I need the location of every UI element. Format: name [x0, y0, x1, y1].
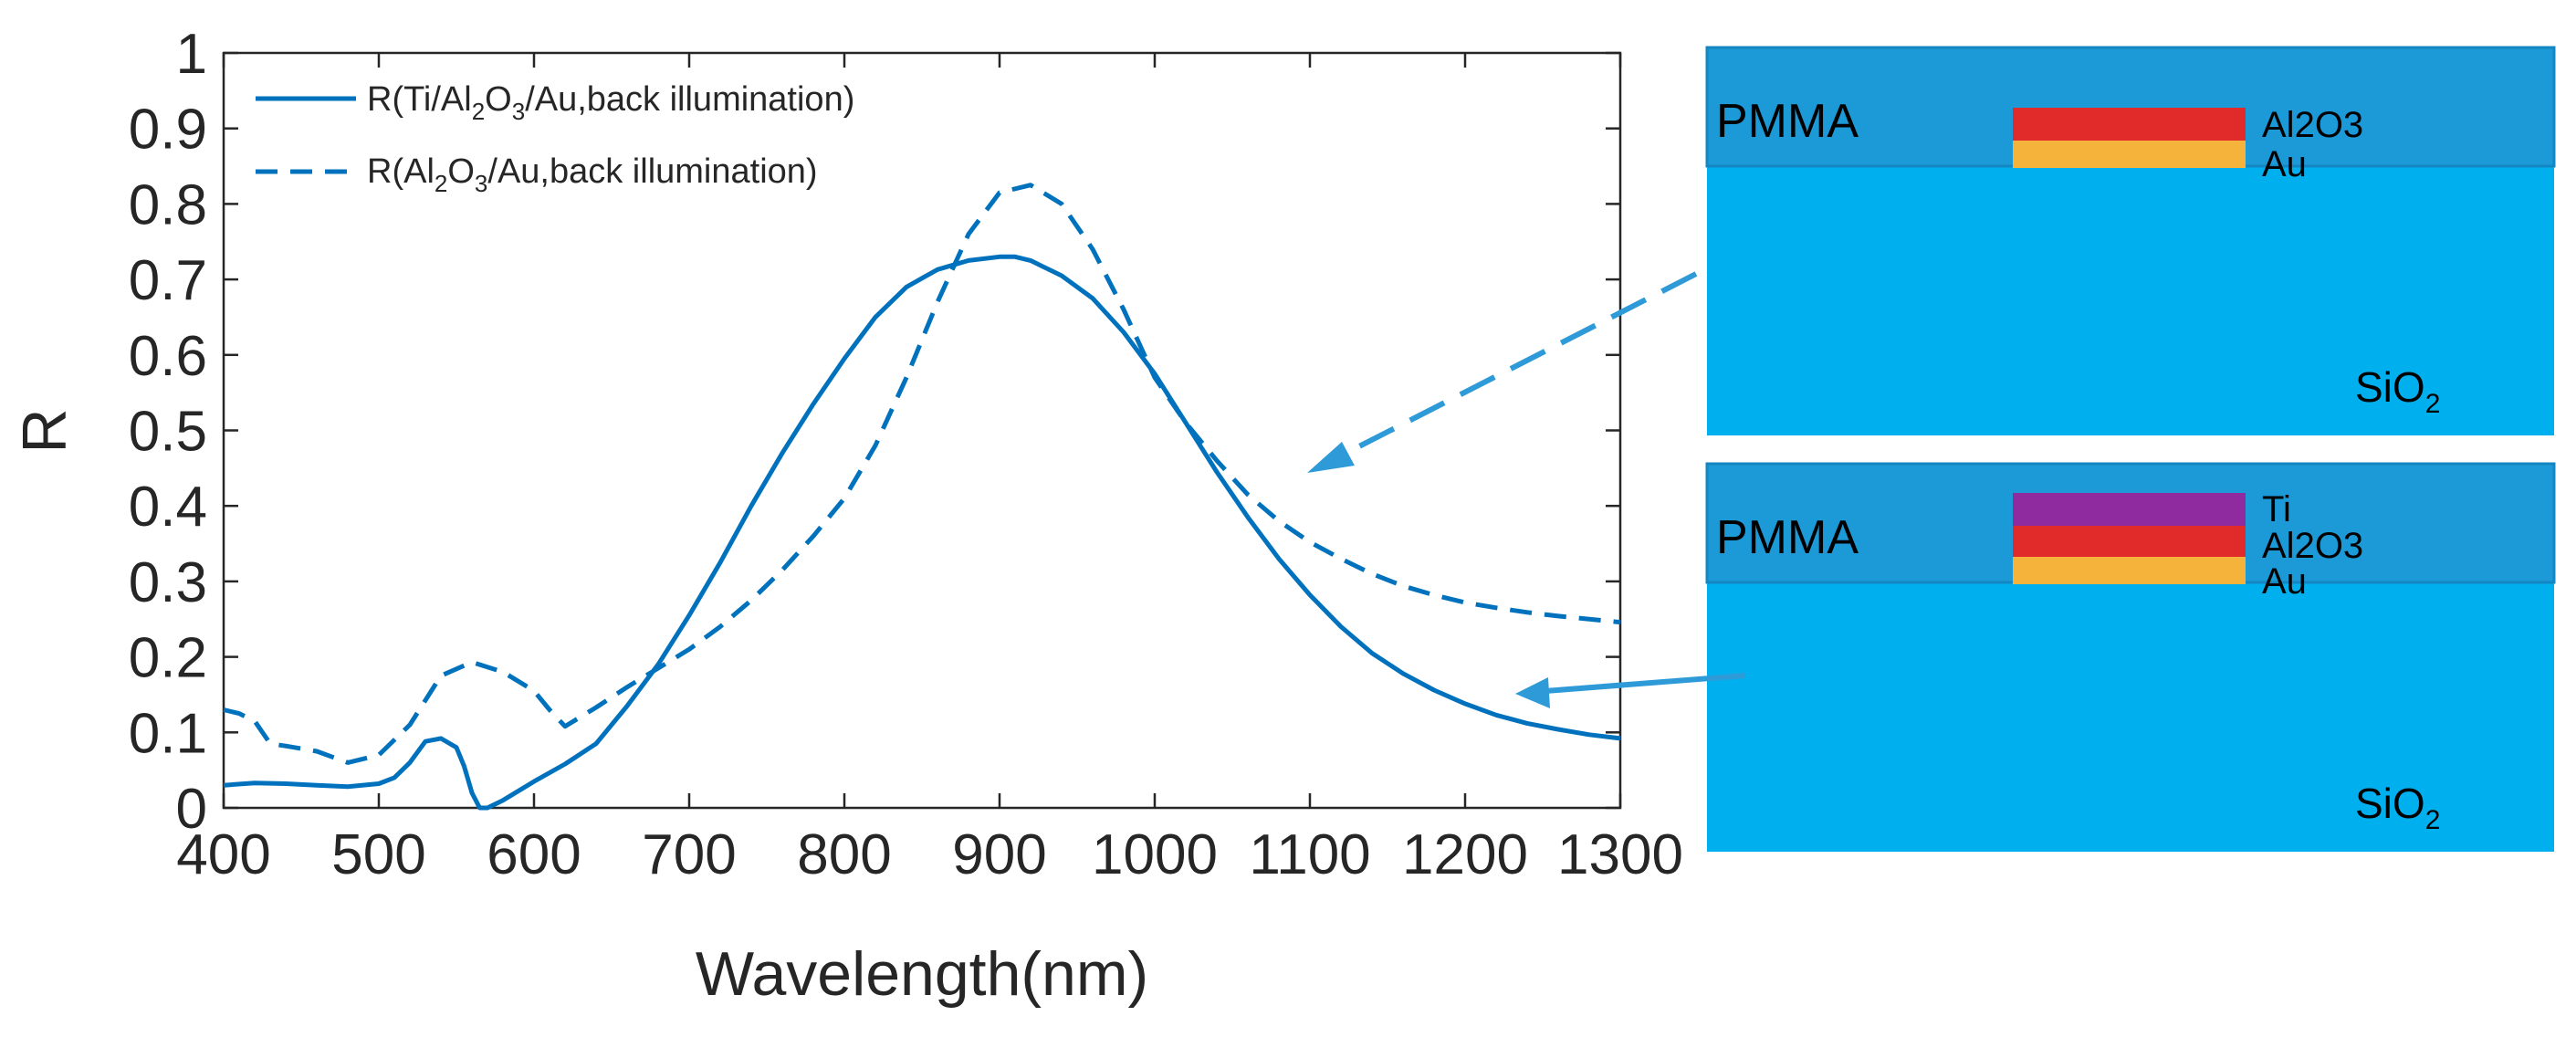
x-tick-label: 600 — [487, 823, 581, 886]
x-tick-label: 1200 — [1402, 823, 1528, 886]
pmma-label-top: PMMA — [1716, 95, 1859, 148]
layer-label-au-top: Au — [2262, 144, 2307, 184]
substrate-label-top: SiO2 — [2355, 363, 2440, 419]
x-tick-label: 1000 — [1092, 823, 1218, 886]
x-axis-label: Wavelength(nm) — [696, 939, 1148, 1009]
layer-al2o3-bottom — [2013, 526, 2246, 557]
y-tick-label: 1 — [176, 23, 207, 86]
pmma-label-bottom: PMMA — [1716, 511, 1859, 564]
x-tick-label: 500 — [331, 823, 425, 886]
x-tick-label: 900 — [952, 823, 1046, 886]
y-tick-label: 0.1 — [129, 702, 207, 765]
layer-au-bottom — [2013, 557, 2246, 584]
layer-ti-bottom — [2013, 493, 2246, 526]
x-tick-label: 400 — [176, 823, 270, 886]
layer-au-top — [2013, 141, 2246, 168]
layer-label-au-bottom: Au — [2262, 561, 2307, 602]
layer-label-al2o3-bottom: Al2O3 — [2262, 526, 2363, 566]
arrow-dashed-to-top-diagram — [1320, 271, 1698, 468]
y-tick-label: 0.3 — [129, 551, 207, 614]
series-line-ti-al2o3-au — [223, 254, 1621, 811]
y-tick-label: 0.8 — [129, 173, 207, 236]
layer-label-ti-bottom: Ti — [2262, 489, 2291, 529]
legend-label-series-1: R(Ti/Al2O3/Au,back illumination) — [367, 80, 854, 125]
arrow-head-solid — [1515, 677, 1550, 708]
reflectance-chart: 0 0.1 0.2 0.3 0.4 0.5 0.6 0.7 0.8 0.9 1 400 500 600 7… — [10, 23, 1683, 1009]
layer-al2o3-top — [2013, 108, 2246, 141]
x-tick-label: 1100 — [1249, 823, 1370, 886]
series-layer — [223, 183, 1621, 811]
layer-label-al2o3-top: Al2O3 — [2262, 105, 2363, 145]
legend-label-series-2: R(Al2O3/Au,back illumination) — [367, 152, 818, 197]
series-line-al2o3-au — [223, 183, 1621, 765]
x-tick-label: 1300 — [1557, 823, 1683, 886]
arrow-solid-to-bottom-diagram — [1533, 673, 1746, 695]
legend: R(Ti/Al2O3/Au,back illumination) R(Al2O3… — [256, 80, 854, 197]
diagram-bottom: PMMA Ti Al2O3 Au SiO2 — [1705, 462, 2556, 852]
x-tick-label: 800 — [797, 823, 891, 886]
y-tick-label: 0.9 — [129, 99, 207, 162]
y-tick-label: 0.5 — [129, 401, 207, 464]
y-tick-label: 0.7 — [129, 249, 207, 312]
y-tick-label: 0.2 — [129, 627, 207, 690]
y-tick-label: 0 — [176, 778, 207, 841]
x-tick-label: 700 — [642, 823, 736, 886]
y-axis-label: R — [10, 408, 79, 453]
y-tick-label: 0.6 — [129, 325, 207, 388]
substrate-label-bottom: SiO2 — [2355, 780, 2440, 835]
diagram-top: PMMA Al2O3 Au SiO2 — [1705, 46, 2556, 435]
y-axis-ticks: 0 0.1 0.2 0.3 0.4 0.5 0.6 0.7 0.8 0.9 1 — [129, 23, 1620, 841]
arrow-head-dashed — [1307, 442, 1355, 473]
y-tick-label: 0.4 — [129, 476, 207, 539]
x-axis-ticks: 400 500 600 700 800 900 1000 1100 1200 1300 — [176, 53, 1683, 886]
arrows — [1307, 271, 1746, 708]
